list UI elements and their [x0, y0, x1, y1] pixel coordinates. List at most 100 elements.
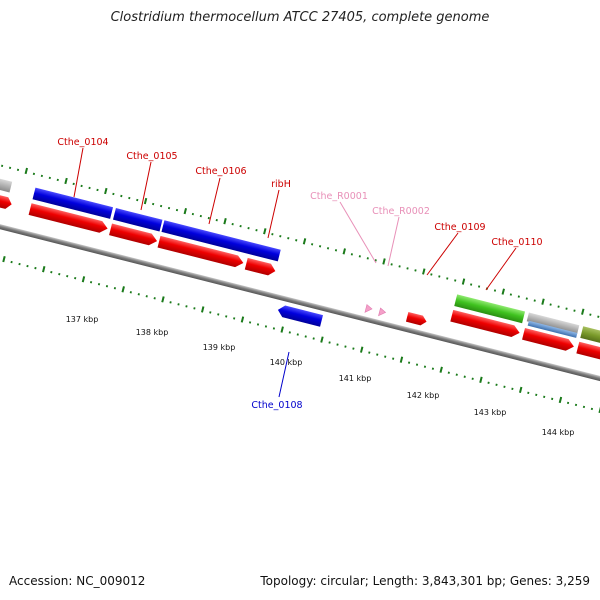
scale-label: 143 kbp: [474, 408, 507, 417]
tick-forward-minor: [136, 198, 139, 202]
tick-forward-minor: [120, 194, 123, 198]
gene-label-cthe-r0001[interactable]: Cthe_R0001: [310, 191, 368, 202]
scale-labels: 137 kbp 138 kbp 139 kbp 140 kbp 141 kbp 142 k…: [66, 315, 575, 437]
gene-feature-0110-b[interactable]: [527, 320, 578, 338]
tick-forward-major: [143, 197, 148, 205]
tick-reverse-minor: [225, 315, 228, 318]
tick-reverse-minor: [105, 285, 109, 288]
tick-forward-major: [24, 167, 29, 175]
tick-forward-minor: [231, 222, 234, 226]
leader-ribh: [267, 189, 280, 239]
gene-labels: Cthe_0104 Cthe_0105 Cthe_0106 ribH Cthe_R000…: [57, 137, 542, 411]
cds-arrow-0104[interactable]: [28, 203, 109, 234]
tick-reverse-minor: [185, 305, 188, 308]
tick-reverse-major: [240, 316, 245, 323]
gene-label-cthe-0108[interactable]: Cthe_0108: [251, 400, 302, 411]
gene-label-cthe-0106[interactable]: Cthe_0106: [195, 166, 246, 177]
tick-reverse-major: [558, 396, 563, 404]
gene-label-cthe-0110[interactable]: Cthe_0110: [491, 237, 542, 248]
tick-forward-minor: [517, 295, 520, 298]
tick-reverse-minor: [590, 407, 594, 411]
scale-label: 142 kbp: [407, 391, 440, 400]
gene-feature-0110[interactable]: [526, 312, 580, 335]
tick-track-forward: [0, 164, 600, 318]
tick-reverse-minor: [74, 276, 77, 280]
tick-reverse-minor: [34, 266, 37, 270]
tick-reverse-minor: [582, 405, 586, 409]
tick-reverse-major: [2, 255, 6, 263]
tick-forward-minor: [398, 265, 401, 268]
cds-arrow-0109[interactable]: [450, 309, 521, 339]
tick-forward-minor: [8, 166, 12, 170]
tick-forward-minor: [311, 243, 314, 246]
tick-reverse-minor: [487, 381, 490, 384]
gene-feature-0104[interactable]: [32, 187, 114, 219]
tick-forward-minor: [295, 239, 298, 242]
tick-reverse-minor: [113, 287, 117, 290]
leader-cthe-0105: [140, 161, 152, 211]
tick-reverse-minor: [66, 274, 69, 278]
tick-forward-minor: [199, 214, 202, 218]
tick-reverse-minor: [535, 393, 538, 397]
gene-label-cthe-0105[interactable]: Cthe_0105: [126, 151, 177, 162]
cds-arrow-ribh[interactable]: [244, 257, 277, 277]
scale-label: 144 kbp: [542, 428, 575, 437]
tick-forward-minor: [390, 263, 393, 266]
tick-reverse-minor: [455, 373, 458, 376]
tick-reverse-minor: [511, 387, 514, 391]
gene-label-cthe-0109[interactable]: Cthe_0109: [434, 222, 485, 233]
tick-forward-minor: [287, 237, 290, 240]
gene-feature-0109[interactable]: [454, 294, 526, 324]
tick-reverse-minor: [296, 333, 299, 336]
tick-forward-minor: [557, 305, 560, 308]
tick-reverse-minor: [574, 403, 578, 407]
tick-reverse-minor: [543, 395, 546, 399]
tick-reverse-minor: [431, 367, 435, 370]
tick-forward-minor: [239, 224, 242, 228]
cds-arrow-0105[interactable]: [109, 223, 158, 247]
cds-arrow-0110[interactable]: [522, 328, 575, 352]
gene-feature-0111[interactable]: [580, 326, 600, 353]
tick-reverse-major: [479, 376, 483, 383]
tick-forward-minor: [430, 273, 433, 276]
tick-forward-minor: [326, 247, 330, 250]
gene-label-ribh[interactable]: ribH: [271, 179, 291, 190]
tick-reverse-minor: [129, 291, 132, 294]
gene-track-forward: [0, 164, 600, 353]
leader-cthe-0109: [426, 232, 459, 276]
tick-forward-minor: [334, 249, 338, 252]
rna-feature-r0002[interactable]: [378, 307, 387, 317]
tick-reverse-minor: [233, 317, 236, 320]
gene-feature-0105[interactable]: [112, 208, 163, 232]
cds-arrow-0108a[interactable]: [405, 311, 428, 327]
tick-forward-minor: [32, 172, 36, 176]
tick-reverse-minor: [10, 260, 13, 264]
tick-reverse-minor: [336, 343, 339, 346]
tick-track-reverse: [2, 255, 600, 414]
tick-reverse-minor: [18, 262, 21, 266]
gene-label-cthe-r0002[interactable]: Cthe_R0002: [372, 206, 430, 217]
gene-feature-0108[interactable]: [276, 304, 323, 327]
tick-forward-minor: [533, 299, 536, 302]
tick-reverse-minor: [527, 391, 530, 395]
tick-reverse-minor: [288, 331, 291, 334]
tick-forward-minor: [175, 208, 179, 212]
tick-reverse-major: [598, 406, 600, 414]
tick-forward-minor: [509, 293, 512, 296]
tick-reverse-minor: [471, 377, 474, 380]
gene-feature-0106[interactable]: [161, 220, 281, 262]
tick-forward-minor: [88, 186, 91, 190]
tick-forward-major: [302, 238, 307, 245]
tick-reverse-minor: [58, 272, 61, 276]
gene-label-cthe-0104[interactable]: Cthe_0104: [57, 137, 108, 148]
rna-feature-r0001[interactable]: [364, 304, 373, 314]
tick-reverse-minor: [209, 311, 212, 314]
cds-arrow-0106[interactable]: [157, 235, 245, 269]
tick-reverse-major: [42, 266, 46, 273]
tick-forward-major: [541, 298, 545, 305]
tick-forward-minor: [406, 267, 409, 270]
tick-forward-major: [422, 268, 426, 275]
tick-forward-minor: [152, 202, 155, 206]
cds-arrow-0111[interactable]: [576, 341, 600, 370]
tick-forward-minor: [549, 303, 552, 306]
